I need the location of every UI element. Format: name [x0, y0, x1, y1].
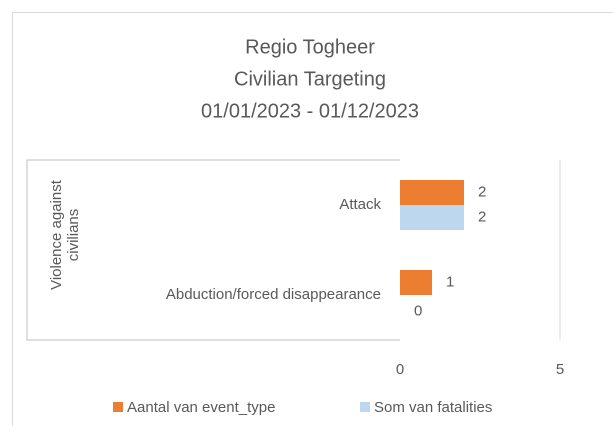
legend-label: Som van fatalities [374, 399, 492, 416]
category-box [26, 159, 400, 341]
legend-swatch [360, 402, 370, 412]
legend-label: Aantal van event_type [127, 399, 275, 416]
chart-title: Civilian Targeting [234, 68, 386, 90]
chart-title: Regio Togheer [245, 36, 375, 58]
category-label: Abduction/forced disappearance [166, 286, 381, 303]
data-label: 2 [478, 183, 486, 200]
data-label: 1 [446, 273, 454, 290]
chart-border [12, 12, 613, 426]
chart-title: 01/01/2023 - 01/12/2023 [201, 100, 419, 122]
x-tick-label: 5 [556, 361, 564, 378]
bar [400, 270, 432, 295]
x-tick-label: 0 [396, 361, 404, 378]
data-label: 0 [414, 302, 422, 319]
legend-swatch [113, 402, 123, 412]
bar [400, 205, 464, 230]
bar [400, 180, 464, 205]
group-label: Violence against civilians [48, 180, 82, 290]
category-label: Attack [339, 196, 381, 213]
data-label: 2 [478, 208, 486, 225]
